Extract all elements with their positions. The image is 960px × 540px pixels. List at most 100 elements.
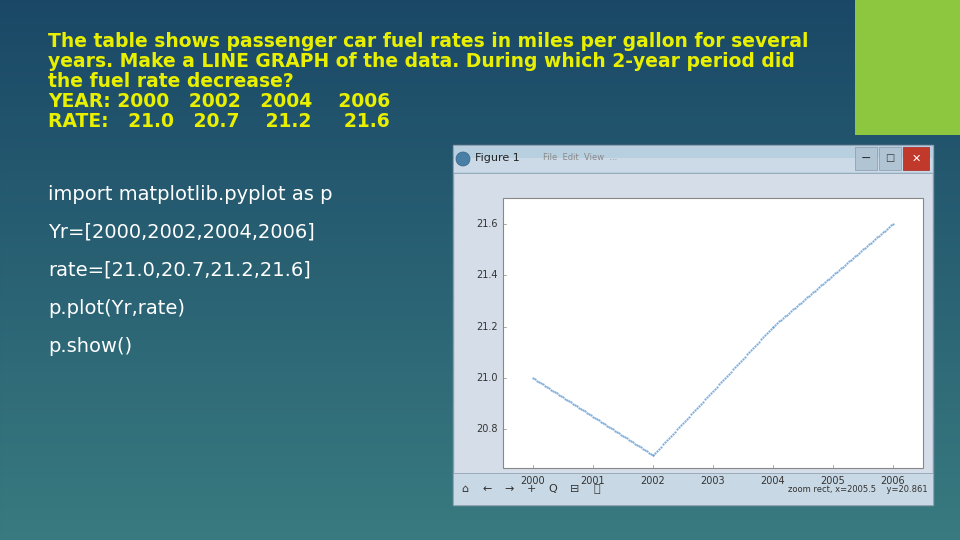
Bar — [0, 243, 960, 244]
Bar — [0, 481, 960, 482]
Bar — [0, 219, 960, 220]
Bar — [0, 193, 960, 194]
Text: Q: Q — [548, 484, 558, 494]
Bar — [0, 394, 960, 395]
Bar — [0, 421, 960, 422]
Bar — [0, 374, 960, 375]
Bar — [0, 529, 960, 530]
Bar — [0, 418, 960, 419]
Bar — [0, 519, 960, 520]
Bar — [903, 147, 929, 170]
Bar — [0, 307, 960, 308]
Bar — [0, 321, 960, 322]
Bar — [0, 428, 960, 429]
Bar — [0, 380, 960, 381]
Bar — [0, 131, 960, 132]
Bar — [0, 480, 960, 481]
Bar — [0, 438, 960, 439]
Bar — [0, 439, 960, 440]
Bar — [0, 179, 960, 180]
Bar — [0, 136, 960, 137]
Bar — [0, 19, 960, 20]
Bar — [0, 114, 960, 115]
Text: 21.6: 21.6 — [476, 219, 498, 229]
Bar — [0, 220, 960, 221]
Bar — [0, 224, 960, 225]
Bar — [0, 494, 960, 495]
Bar — [0, 282, 960, 283]
Bar — [0, 180, 960, 181]
Bar — [0, 270, 960, 271]
Bar — [0, 269, 960, 270]
Bar — [0, 268, 960, 269]
Bar — [0, 99, 960, 100]
Text: 2005: 2005 — [821, 476, 846, 486]
Bar — [0, 247, 960, 248]
Bar — [0, 425, 960, 426]
Bar — [0, 5, 960, 6]
Text: ⊟: ⊟ — [570, 484, 580, 494]
Bar — [0, 365, 960, 366]
Bar — [0, 53, 960, 54]
Bar — [0, 250, 960, 251]
Bar — [0, 14, 960, 15]
Bar — [0, 527, 960, 528]
Bar — [0, 538, 960, 539]
Bar — [0, 49, 960, 50]
Bar — [0, 115, 960, 116]
Bar — [0, 207, 960, 208]
Bar — [0, 92, 960, 93]
Bar — [0, 332, 960, 333]
Bar — [0, 298, 960, 299]
Bar — [0, 356, 960, 357]
Bar — [0, 26, 960, 27]
Text: 20.8: 20.8 — [476, 424, 498, 434]
Bar — [0, 170, 960, 171]
Bar — [0, 368, 960, 369]
Bar — [0, 300, 960, 301]
Text: 2002: 2002 — [640, 476, 665, 486]
Bar — [0, 135, 960, 136]
Bar — [0, 349, 960, 350]
Bar — [0, 493, 960, 494]
Bar — [0, 459, 960, 460]
Bar — [0, 522, 960, 523]
Bar — [0, 35, 960, 36]
Bar — [453, 473, 933, 505]
Bar — [0, 293, 960, 294]
Bar — [0, 176, 960, 177]
Bar — [0, 230, 960, 231]
Bar — [0, 238, 960, 239]
Bar — [0, 200, 960, 201]
Bar — [0, 155, 960, 156]
Bar — [0, 20, 960, 21]
Bar — [0, 83, 960, 84]
Bar — [0, 63, 960, 64]
Bar — [0, 2, 960, 3]
Bar — [0, 248, 960, 249]
Bar — [0, 492, 960, 493]
Text: 2003: 2003 — [701, 476, 726, 486]
Bar — [0, 290, 960, 291]
Text: 💾: 💾 — [593, 484, 600, 494]
Bar — [0, 108, 960, 109]
Bar — [0, 360, 960, 361]
Bar — [0, 121, 960, 122]
Bar — [0, 328, 960, 329]
Bar — [0, 244, 960, 245]
Bar — [0, 48, 960, 49]
Bar — [0, 432, 960, 433]
Bar — [0, 88, 960, 89]
Bar — [0, 90, 960, 91]
Text: rate=[21.0,20.7,21.2,21.6]: rate=[21.0,20.7,21.2,21.6] — [48, 261, 311, 280]
Bar — [0, 358, 960, 359]
Bar — [0, 203, 960, 204]
Bar — [0, 533, 960, 534]
Bar — [0, 319, 960, 320]
Bar — [0, 376, 960, 377]
Bar — [0, 435, 960, 436]
Bar — [503, 198, 923, 468]
Bar — [0, 109, 960, 110]
Bar — [0, 304, 960, 305]
Bar — [0, 252, 960, 253]
